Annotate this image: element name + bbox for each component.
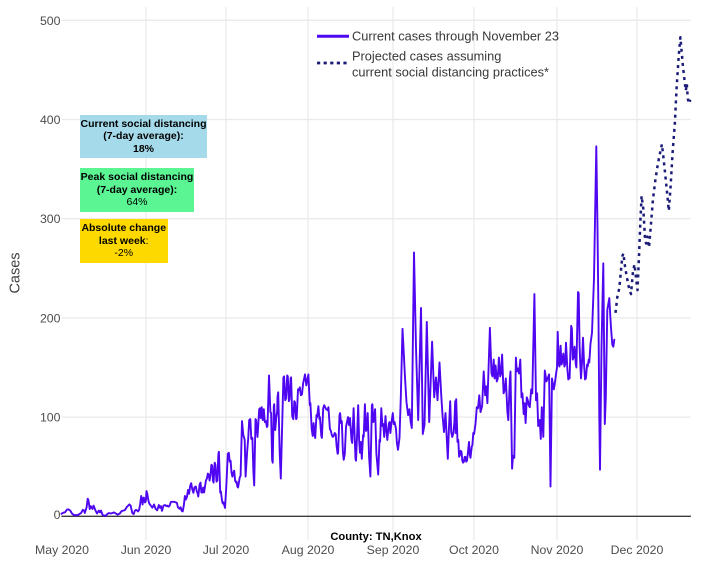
svg-text:County: TN,Knox: County: TN,Knox bbox=[330, 531, 422, 543]
svg-text:Jul 2020: Jul 2020 bbox=[203, 543, 250, 557]
svg-text:current social distancing prac: current social distancing practices* bbox=[352, 65, 549, 80]
svg-text:100: 100 bbox=[40, 411, 61, 425]
svg-text:Cases: Cases bbox=[8, 252, 24, 293]
svg-text:Oct 2020: Oct 2020 bbox=[449, 543, 499, 557]
svg-text:500: 500 bbox=[40, 14, 61, 28]
svg-text:Projected cases assuming: Projected cases assuming bbox=[352, 49, 501, 64]
svg-text:200: 200 bbox=[40, 311, 61, 325]
svg-text:Current cases through November: Current cases through November 23 bbox=[352, 29, 559, 44]
svg-text:400: 400 bbox=[40, 113, 61, 127]
svg-text:0: 0 bbox=[54, 508, 61, 522]
svg-text:Aug 2020: Aug 2020 bbox=[282, 543, 335, 557]
svg-text:Nov 2020: Nov 2020 bbox=[531, 543, 584, 557]
svg-text:Jun 2020: Jun 2020 bbox=[121, 543, 172, 557]
svg-text:Sep 2020: Sep 2020 bbox=[367, 543, 420, 557]
svg-text:May 2020: May 2020 bbox=[35, 543, 89, 557]
svg-text:300: 300 bbox=[40, 212, 61, 226]
svg-text:Dec 2020: Dec 2020 bbox=[611, 543, 664, 557]
